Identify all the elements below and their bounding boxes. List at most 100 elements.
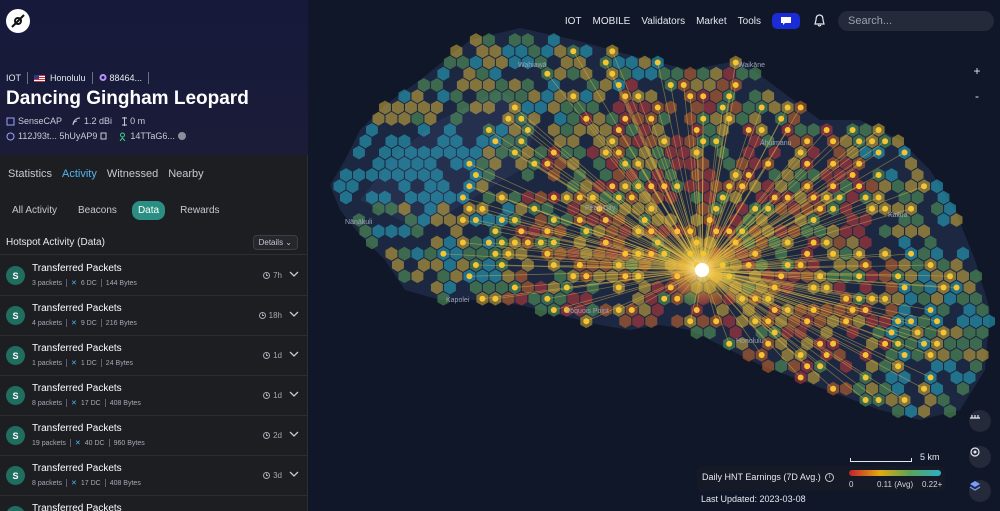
coverage-hex[interactable]: [846, 258, 859, 272]
coverage-hex[interactable]: [586, 123, 599, 137]
coverage-hex[interactable]: [827, 314, 840, 329]
discord-button[interactable]: [772, 13, 800, 29]
coverage-hex[interactable]: [398, 201, 411, 216]
coverage-hex[interactable]: [482, 33, 495, 47]
coverage-hex[interactable]: [710, 111, 723, 126]
coverage-hex[interactable]: [976, 303, 989, 317]
coverage-hex[interactable]: [970, 336, 982, 351]
coverage-hex[interactable]: [340, 168, 352, 182]
details-dropdown[interactable]: Details ⌄: [252, 235, 298, 250]
coverage-hex[interactable]: [840, 201, 853, 216]
coverage-hex[interactable]: [489, 44, 502, 59]
witness-dot[interactable]: [921, 183, 928, 190]
coverage-hex[interactable]: [554, 134, 567, 149]
coverage-hex[interactable]: [911, 258, 924, 272]
coverage-hex[interactable]: [879, 179, 892, 194]
coverage-hex[interactable]: [476, 246, 489, 261]
witness-dot[interactable]: [648, 183, 655, 190]
coverage-hex[interactable]: [521, 33, 534, 47]
chevron-down-icon[interactable]: [289, 269, 299, 279]
coverage-hex[interactable]: [612, 235, 625, 250]
witness-dot[interactable]: [895, 318, 902, 325]
coverage-hex[interactable]: [892, 381, 904, 396]
coverage-hex[interactable]: [690, 213, 703, 227]
witness-dot[interactable]: [466, 273, 473, 280]
coverage-hex[interactable]: [664, 168, 677, 182]
coverage-hex[interactable]: [671, 134, 684, 149]
witness-dot[interactable]: [784, 104, 791, 111]
witness-dot[interactable]: [531, 205, 538, 212]
coverage-hex[interactable]: [573, 100, 586, 115]
coverage-hex[interactable]: [898, 235, 911, 250]
witness-dot[interactable]: [953, 284, 960, 291]
coverage-hex[interactable]: [606, 111, 619, 126]
coverage-hex[interactable]: [469, 78, 482, 92]
coverage-hex[interactable]: [508, 33, 521, 47]
coverage-hex[interactable]: [905, 291, 917, 306]
witness-dot[interactable]: [862, 307, 869, 313]
witness-dot[interactable]: [830, 138, 837, 145]
coverage-hex[interactable]: [482, 280, 495, 295]
coverage-hex[interactable]: [619, 201, 632, 216]
witness-dot[interactable]: [823, 194, 830, 201]
coverage-hex[interactable]: [944, 291, 956, 306]
witness-dot[interactable]: [882, 295, 889, 302]
coverage-hex[interactable]: [593, 156, 606, 171]
coverage-hex[interactable]: [742, 280, 755, 295]
witness-dot[interactable]: [648, 228, 655, 235]
coverage-hex[interactable]: [541, 89, 554, 104]
coverage-hex[interactable]: [905, 404, 917, 419]
coverage-hex[interactable]: [508, 190, 521, 205]
tab-statistics[interactable]: Statistics: [8, 168, 53, 180]
coverage-hex[interactable]: [651, 168, 664, 182]
coverage-hex[interactable]: [398, 156, 411, 171]
witness-dot[interactable]: [719, 262, 726, 268]
witness-dot[interactable]: [843, 318, 850, 325]
witness-dot[interactable]: [856, 183, 863, 190]
coverage-hex[interactable]: [612, 213, 625, 227]
witness-dot[interactable]: [622, 93, 629, 100]
coverage-hex[interactable]: [690, 190, 703, 205]
coverage-hex[interactable]: [443, 258, 456, 272]
coverage-hex[interactable]: [885, 303, 898, 317]
coverage-hex[interactable]: [372, 156, 385, 171]
witness-dot[interactable]: [700, 115, 707, 122]
coverage-hex[interactable]: [580, 201, 593, 216]
coverage-hex[interactable]: [846, 190, 859, 205]
coverage-hex[interactable]: [430, 280, 443, 295]
coverage-hex[interactable]: [716, 78, 729, 92]
witness-dot[interactable]: [882, 250, 889, 257]
coverage-hex[interactable]: [599, 303, 612, 317]
coverage-hex[interactable]: [807, 168, 820, 182]
coverage-hex[interactable]: [957, 246, 969, 261]
coverage-hex[interactable]: [515, 44, 528, 59]
witness-dot[interactable]: [622, 250, 629, 257]
coverage-hex[interactable]: [456, 55, 469, 70]
coverage-hex[interactable]: [645, 66, 658, 81]
activity-row[interactable]: S Transferred Packets 3 packets ✕ 6 DC 1…: [0, 256, 308, 296]
coverage-hex[interactable]: [768, 145, 781, 160]
witness-dot[interactable]: [648, 205, 655, 212]
coverage-hex[interactable]: [742, 213, 755, 227]
coverage-hex[interactable]: [411, 269, 424, 284]
coverage-hex[interactable]: [567, 134, 580, 149]
coverage-hex[interactable]: [931, 291, 943, 306]
witness-dot[interactable]: [934, 318, 941, 325]
witness-dot[interactable]: [518, 228, 525, 235]
location[interactable]: Honolulu: [34, 73, 86, 83]
coverage-hex[interactable]: [560, 123, 573, 137]
witness-dot[interactable]: [927, 307, 934, 313]
coverage-hex[interactable]: [671, 66, 684, 81]
witness-dot[interactable]: [511, 104, 518, 111]
coverage-hex[interactable]: [775, 201, 788, 216]
coverage-hex[interactable]: [957, 381, 969, 396]
coverage-hex[interactable]: [521, 258, 534, 272]
witness-dot[interactable]: [687, 250, 694, 257]
witness-dot[interactable]: [804, 160, 811, 167]
coverage-hex[interactable]: [684, 179, 697, 194]
coverage-hex[interactable]: [736, 201, 749, 216]
coverage-hex[interactable]: [398, 89, 411, 104]
witness-dot[interactable]: [661, 183, 668, 190]
coverage-hex[interactable]: [736, 336, 749, 351]
activity-row[interactable]: S Transferred Packets 8 packets ✕ 17 DC …: [0, 376, 308, 416]
